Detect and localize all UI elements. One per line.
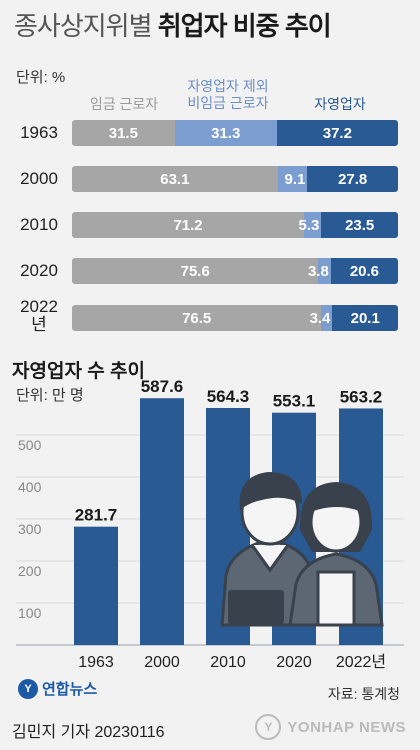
man-hair [239, 472, 302, 510]
title-light: 종사상지위별 [14, 11, 153, 41]
bar-1963 [74, 526, 118, 645]
legend-line: 임금 근로자 [89, 96, 159, 112]
bar-segment-2010-1: 5.3 [299, 212, 322, 238]
row-label-1963: 1963 [6, 124, 72, 142]
x-tick-label-2010: 2010 [210, 654, 246, 671]
legend-non-wage-workers: 자영업자 제외 비임금 근로자 [172, 78, 284, 112]
row-label-suffix: 년 [31, 315, 47, 334]
x-tick-label-2020: 2020 [276, 654, 312, 671]
top-chart-unit: 단위: % [16, 69, 66, 86]
watermark-text: YONHAP NEWS [287, 718, 406, 736]
workers-illustration [220, 472, 384, 627]
bar-value-label-2022년: 563.2 [340, 387, 383, 406]
woman-apron [316, 570, 356, 627]
bottom-chart-title: 자영업자 수 추이 [12, 361, 145, 382]
legend-line: 자영업자 제외 [187, 78, 269, 94]
bar-segment-1963-2: 37.2 [276, 120, 398, 146]
y-tick-label-400: 400 [18, 479, 42, 495]
y-tick-label-300: 300 [18, 521, 42, 537]
bar-segment-2010-2: 23.5 [321, 212, 398, 238]
row-label-2000: 2000 [6, 170, 72, 188]
man-collar [250, 544, 290, 573]
bar-segment-2000-1: 9.1 [277, 166, 308, 192]
legend-line: 자영업자 [314, 96, 366, 112]
byline: 김민지 기자 20230116 [12, 724, 165, 741]
y-tick-label-500: 500 [18, 437, 42, 453]
bar-segment-2020-2: 20.6 [330, 258, 398, 284]
bar-segment-2010-0: 71.2 [72, 212, 305, 238]
bar-segment-2022-0: 76.5 [72, 305, 322, 331]
woman-bangs [310, 490, 362, 512]
page-title: 종사상지위별 취업자 비중 추이 [14, 6, 332, 43]
bottom-chart-unit: 단위: 만 명 [16, 387, 84, 404]
row-label-2020: 2020 [6, 262, 72, 280]
watermark-mark: Y [255, 714, 282, 740]
legend-wage-workers: 임금 근로자 [72, 96, 176, 113]
x-tick-label-1963: 1963 [78, 654, 114, 671]
source-note: 자료: 통계청 [327, 686, 400, 702]
x-tick-label-2000: 2000 [144, 654, 180, 671]
row-label-year: 2020 [20, 261, 58, 280]
legend-line: 비임금 근로자 [187, 95, 269, 111]
bar-2000 [140, 398, 184, 645]
row-label-year: 2010 [20, 215, 58, 234]
y-tick-label-100: 100 [18, 605, 42, 621]
row-label-2022: 2022 년 [6, 298, 72, 334]
title-bold: 취업자 비중 추이 [157, 11, 332, 41]
bar-value-label-2000: 587.6 [141, 377, 184, 396]
yonhap-logo-mark: Y [18, 678, 38, 699]
row-label-2010: 2010 [6, 216, 72, 234]
watermark: Y YONHAP NEWS [255, 714, 406, 740]
bar-value-label-1963: 281.7 [75, 506, 118, 525]
bar-value-label-2020: 553.1 [273, 392, 316, 411]
row-label-year: 1963 [20, 123, 58, 142]
bar-segment-2020-0: 75.6 [72, 258, 319, 284]
bar-segment-1963-0: 31.5 [72, 120, 175, 146]
legend-self-employed: 자영업자 [280, 96, 400, 113]
yonhap-logo: Y 연합뉴스 [18, 678, 97, 699]
bar-value-label-2010: 564.3 [207, 387, 250, 406]
bar-segment-2000-0: 63.1 [72, 166, 278, 192]
yonhap-logo-text: 연합뉴스 [42, 681, 98, 698]
bar-segment-1963-1: 31.3 [174, 120, 277, 146]
y-tick-label-200: 200 [18, 563, 42, 579]
x-tick-label-2022년: 2022년 [336, 653, 386, 671]
row-label-year: 2000 [20, 169, 58, 188]
bar-segment-2022-2: 20.1 [332, 305, 398, 331]
man-laptop [228, 590, 284, 624]
row-label-year: 2022 [20, 297, 58, 316]
bar-segment-2000-2: 27.8 [307, 166, 398, 192]
